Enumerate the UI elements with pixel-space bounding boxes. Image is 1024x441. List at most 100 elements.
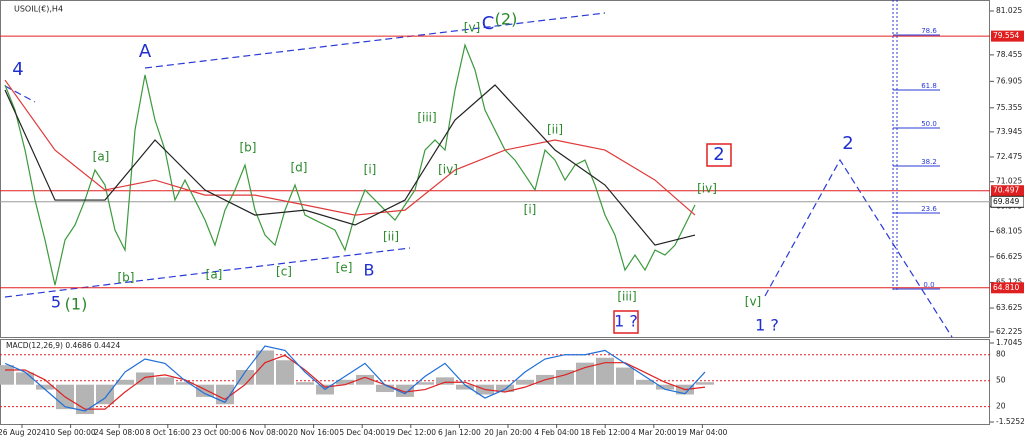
price-level-label: 69.849	[993, 197, 1019, 206]
series-line	[4, 79, 696, 216]
wave-label: [iii]	[417, 111, 436, 125]
x-tick-label: 24 Sep 08:00	[94, 428, 144, 437]
wave-label: (1)	[65, 295, 88, 314]
annotation-box	[613, 310, 639, 334]
price-level-box	[991, 30, 1024, 42]
series-line	[4, 345, 706, 412]
wave-label: [ii]	[547, 123, 563, 137]
histogram-bar	[216, 384, 234, 405]
wave-label: [a]	[93, 150, 110, 164]
series-line	[4, 43, 696, 286]
histogram-bar	[416, 382, 434, 385]
series-line	[5, 354, 706, 410]
fib-label: 23.6	[921, 205, 937, 213]
wave-label: [v]	[745, 295, 761, 309]
y-tick-label: 68.105	[996, 227, 1022, 236]
wave-label: (2)	[495, 10, 518, 29]
y-tick-label: 75.355	[996, 103, 1022, 112]
wave-label: 2	[713, 144, 724, 165]
histogram-bar	[36, 384, 54, 390]
y-tick-label: 73.945	[996, 127, 1022, 136]
fib-label: 0.0	[923, 281, 934, 289]
x-tick-label: 4 Feb 04:00	[534, 428, 579, 437]
histogram-bar	[576, 362, 594, 385]
y-tick-label: 76.905	[996, 76, 1022, 85]
symbol-title: USOIL(€),H4	[14, 5, 63, 14]
histogram-bar	[356, 374, 374, 385]
x-tick-label: 6 Nov 08:00	[242, 428, 288, 437]
x-tick-label: 20 Nov 16:00	[288, 428, 339, 437]
wave-label: [iv]	[697, 182, 717, 196]
histogram-bar	[96, 384, 114, 405]
histogram-bar	[336, 379, 354, 385]
wave-label: [c]	[276, 265, 292, 279]
wave-label: [b]	[240, 141, 257, 155]
fib-label: 78.6	[921, 27, 937, 35]
histogram-bar	[136, 372, 154, 385]
wave-label: [i]	[524, 203, 537, 217]
x-tick-label: 19 Dec 12:00	[386, 428, 437, 437]
wave-label: [a]	[206, 268, 223, 282]
macd-title: MACD(12,26,9) 0.4686 0.4424	[6, 341, 120, 350]
wave-label: [iv]	[438, 163, 458, 177]
short-trend	[4, 85, 36, 103]
histogram-bar	[0, 365, 14, 385]
y2-tick-label: 50	[996, 376, 1006, 385]
y-tick-label: 62.225	[996, 327, 1022, 336]
fib-label: 38.2	[921, 158, 937, 166]
y2-tick-label: 80	[996, 350, 1006, 359]
wave-label: [i]	[364, 163, 377, 177]
lower-channel	[4, 247, 411, 298]
wave-label: [d]	[291, 161, 308, 175]
wave-label: A	[139, 41, 152, 62]
wave-label: [v]	[464, 21, 480, 35]
histogram-bar	[516, 379, 534, 385]
price-level-label: 79.554	[993, 31, 1019, 40]
price-level-box	[991, 282, 1024, 294]
y-tick-label: 72.475	[996, 152, 1022, 161]
x-tick-label: 18 Feb 12:00	[581, 428, 630, 437]
histogram-bar	[156, 377, 174, 385]
wave-label: [ii]	[383, 230, 399, 244]
y-tick-label: 65.125	[996, 277, 1022, 286]
wave-label: 1 ?	[755, 316, 779, 335]
trend-lines	[4, 12, 953, 338]
main-panel	[0, 0, 990, 338]
x-tick-label: 23 Oct 00:00	[192, 428, 241, 437]
histogram-bar	[276, 360, 294, 385]
wave-label: 1 ?	[614, 312, 638, 331]
wave-label: [iii]	[617, 290, 636, 304]
histogram-bar	[376, 384, 394, 393]
histogram-bar	[236, 370, 254, 385]
y-tick-label: 71.025	[996, 177, 1022, 186]
wave-label: [b]	[118, 271, 135, 285]
histogram-bar	[656, 384, 674, 390]
histogram-bar	[176, 382, 194, 385]
y-tick-label: -1.5252	[996, 417, 1024, 426]
x-tick-label: 20 Jan 20:00	[484, 428, 532, 437]
histogram-bar	[396, 384, 414, 397]
fib-label: 50.0	[921, 120, 937, 128]
price-level-label: 64.810	[993, 283, 1019, 292]
y-tick-label: 1.7045	[996, 338, 1022, 347]
wave-label: 5	[51, 293, 61, 312]
fib-label: 61.8	[921, 82, 937, 90]
histogram-bar	[16, 372, 34, 385]
y-tick-label: 66.625	[996, 252, 1022, 261]
wave-label: [e]	[336, 261, 353, 275]
x-tick-label: 6 Jan 12:00	[438, 428, 481, 437]
y-tick-label: 78.455	[996, 50, 1022, 59]
histogram-bar	[116, 379, 134, 385]
histogram-bar	[496, 384, 514, 393]
histogram-bar	[696, 382, 714, 385]
price-level-box	[991, 185, 1024, 197]
x-tick-label: 10 Sep 00:00	[46, 428, 96, 437]
wave-label: B	[364, 261, 375, 280]
price-level-box	[990, 195, 1024, 208]
series-line	[4, 84, 696, 246]
annotation-box	[706, 143, 732, 167]
price-level-label: 70.497	[993, 186, 1019, 195]
x-tick-label: 4 Mar 20:00	[631, 428, 677, 437]
